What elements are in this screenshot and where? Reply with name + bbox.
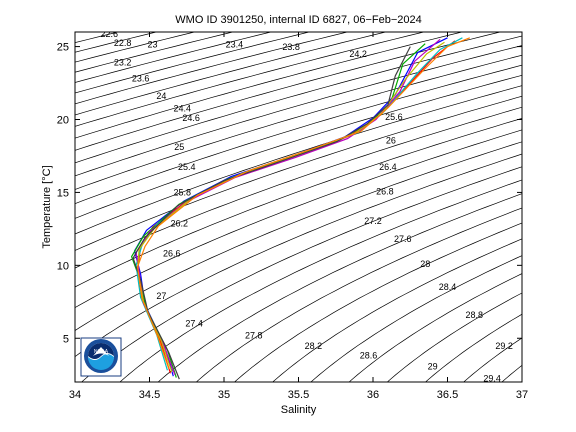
noaa-logo: NOAA — [80, 337, 122, 377]
chart-title: WMO ID 3901250, internal ID 6827, 06−Feb… — [175, 14, 421, 26]
isopycnal-22.8 — [75, 32, 196, 63]
contour-label: 24.4 — [174, 104, 192, 114]
isopycnal-23.4 — [75, 32, 311, 94]
contour-label: 26.8 — [376, 187, 394, 197]
isopycnal-27 — [81, 166, 522, 382]
contour-label: 26.4 — [379, 162, 397, 172]
density-contour-labels: 22.4 22.622.8 23 23.2 23.4 23.6 23.8 24 24.2 24.4… — [74, 24, 513, 383]
isopycnal-26.4 — [75, 129, 522, 309]
contour-label: 23.8 — [282, 42, 300, 52]
contour-label: 23.4 — [226, 39, 244, 49]
isopycnal-25 — [75, 54, 522, 190]
y-axis-ticks: 5 10 15 20 25 — [57, 42, 522, 345]
contour-label: 26.6 — [163, 249, 181, 259]
contour-label: 23.6 — [132, 74, 150, 84]
y-tick-label: 5 — [63, 333, 69, 345]
isopycnal-24.2 — [75, 32, 464, 139]
isopycnal-28.8 — [424, 313, 522, 382]
contour-label: 22.6 — [101, 29, 119, 39]
contour-label: 22.8 — [114, 38, 132, 48]
isopycnal-23.8 — [75, 32, 387, 116]
isopycnal-24.8 — [75, 45, 522, 177]
contour-label: 23.2 — [114, 58, 132, 68]
contour-label: 29.4 — [483, 373, 501, 383]
contour-label: 25.8 — [174, 187, 192, 197]
isopycnal-27.2 — [119, 179, 522, 382]
contour-label: 27.4 — [185, 319, 203, 329]
y-tick-label: 15 — [57, 187, 69, 199]
isopycnal-29.2 — [501, 364, 522, 382]
x-axis-ticks: 34 34.5 35 35.5 36 36.5 37 — [69, 32, 528, 401]
contour-label: 28 — [420, 259, 430, 269]
contour-label: 24.2 — [349, 49, 367, 59]
isopycnal-28.2 — [310, 255, 522, 382]
x-axis-label: Salinity — [281, 404, 317, 416]
isopycnal-26.2 — [75, 118, 522, 288]
isopycnal-25.6 — [75, 85, 522, 235]
isopycnal-27.8 — [233, 222, 522, 382]
contour-label: 28.6 — [360, 351, 378, 361]
logo-water — [88, 354, 114, 370]
x-tick-label: 37 — [516, 389, 528, 401]
isopycnal-26.6 — [75, 141, 522, 331]
contour-label: 27 — [156, 291, 166, 301]
logo-gull — [93, 347, 109, 356]
contour-label: 25.6 — [385, 112, 403, 122]
x-tick-label: 34.5 — [139, 389, 160, 401]
contour-label: 28.4 — [439, 282, 457, 292]
contour-label: 22.4 — [74, 24, 92, 34]
isopycnal-25.2 — [75, 64, 522, 205]
isopycnal-28.6 — [386, 292, 522, 382]
isopycnal-26 — [75, 106, 522, 269]
y-axis-label: Temperature [°C] — [41, 165, 53, 248]
contour-label: 27.8 — [245, 330, 263, 340]
y-tick-label: 25 — [57, 42, 69, 54]
contour-label: 27.2 — [364, 216, 382, 226]
density-contours — [75, 17, 576, 396]
contour-label: 29.2 — [495, 341, 513, 351]
isopycnal-27.6 — [195, 207, 522, 382]
isopycnal-29.4 — [524, 17, 576, 396]
contour-label: 24 — [156, 91, 166, 101]
isopycnal-24.4 — [75, 32, 502, 151]
contour-label: 23 — [147, 39, 157, 49]
x-tick-label: 35.5 — [288, 389, 309, 401]
contour-label: 25 — [174, 142, 184, 152]
x-tick-label: 35 — [218, 389, 230, 401]
logo-wordmark: NOAA — [94, 349, 109, 355]
profile-line-8 — [137, 37, 471, 370]
isopycnal-28.4 — [348, 273, 522, 382]
contour-label: 29 — [428, 362, 438, 372]
isopycnal-29 — [463, 337, 522, 382]
contour-label: 24.6 — [182, 113, 200, 123]
x-tick-label: 36 — [367, 389, 379, 401]
y-tick-label: 10 — [57, 260, 69, 272]
isopycnal-28 — [272, 238, 522, 382]
isopycnal-24 — [75, 32, 426, 127]
isopycnal-27.4 — [157, 193, 522, 382]
contour-label: 28.2 — [305, 341, 323, 351]
contour-label: 25.4 — [178, 162, 196, 172]
contour-label: 27.6 — [394, 234, 412, 244]
y-tick-label: 20 — [57, 115, 69, 127]
isopycnal-23.2 — [75, 32, 273, 83]
isopycnal-23.6 — [75, 32, 349, 105]
contour-label: 28.8 — [466, 310, 484, 320]
isopycnal-26.8 — [75, 153, 522, 358]
contour-label: 26.2 — [171, 219, 189, 229]
x-tick-label: 36.5 — [437, 389, 458, 401]
x-tick-label: 34 — [69, 389, 81, 401]
isopycnal-25.4 — [75, 74, 522, 219]
isopycnal-24.6 — [75, 35, 522, 164]
ts-profiles — [131, 37, 471, 380]
contour-label: 26 — [386, 136, 396, 146]
profile-line-6 — [137, 41, 445, 372]
